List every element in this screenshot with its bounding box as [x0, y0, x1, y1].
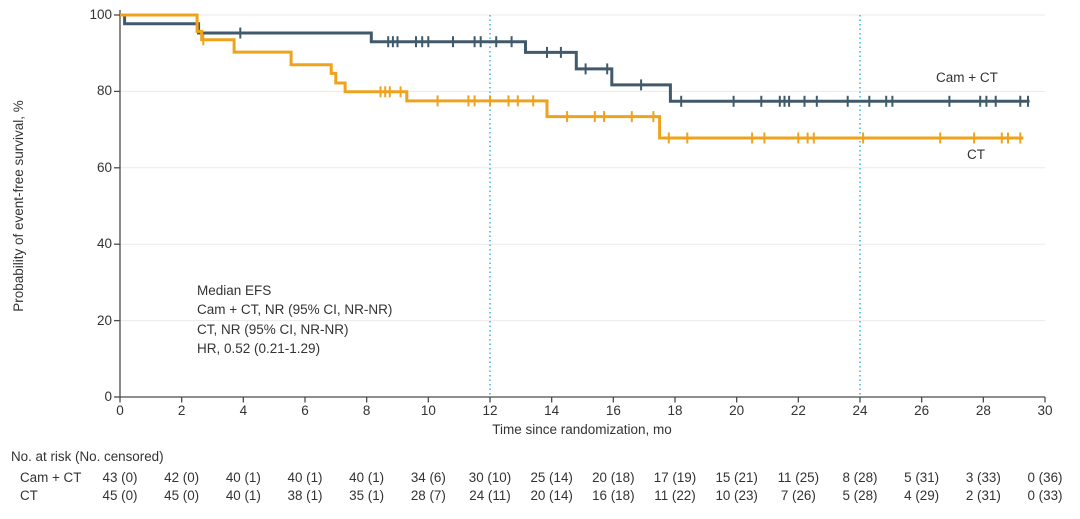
risk-value: 2 (31): [965, 488, 1001, 503]
x-tick-label: 14: [544, 403, 560, 418]
x-tick-label: 4: [239, 403, 248, 418]
x-tick-label: 16: [605, 403, 621, 418]
annotation-line-camct: Cam + CT, NR (95% CI, NR-NR): [197, 302, 393, 318]
risk-value: 4 (29): [904, 488, 940, 503]
risk-value: 16 (18): [592, 488, 635, 503]
risk-value: 15 (21): [715, 470, 758, 485]
risk-value: 11 (25): [777, 470, 820, 485]
x-tick-label: 24: [852, 403, 868, 418]
x-tick-label: 20: [729, 403, 745, 418]
risk-value: 38 (1): [287, 488, 323, 503]
annotation-line-median-efs: Median EFS: [197, 283, 272, 298]
y-tick-label: 0: [104, 389, 112, 404]
risk-value: 40 (1): [225, 488, 261, 503]
annotation-line-ct: CT, NR (95% CI, NR-NR): [197, 321, 349, 337]
x-tick-label: 8: [362, 403, 371, 418]
risk-value: 11 (22): [654, 488, 696, 503]
x-tick-label: 22: [790, 403, 806, 418]
risk-value: 5 (28): [842, 488, 878, 503]
x-tick-label: 10: [420, 403, 436, 418]
risk-value: 0 (33): [1027, 488, 1063, 503]
x-axis-label: Time since randomization, mo: [492, 422, 672, 437]
risk-value: 7 (26): [780, 488, 816, 503]
risk-table-header: No. at risk (No. censored): [11, 449, 164, 464]
y-tick-label: 60: [96, 159, 112, 175]
y-tick-label: 40: [96, 236, 112, 252]
x-tick-label: 28: [975, 403, 991, 418]
risk-value: 3 (33): [965, 470, 1001, 485]
x-tick-label: 12: [482, 403, 498, 418]
y-axis-label: Probability of event-free survival, %: [11, 100, 26, 312]
risk-value: 40 (1): [287, 470, 323, 485]
risk-value: 20 (18): [592, 470, 635, 485]
x-tick-label: 0: [116, 403, 124, 418]
risk-value: 34 (6): [410, 470, 446, 485]
x-tick-label: 2: [177, 403, 186, 418]
risk-value: 10 (23): [715, 488, 758, 503]
x-tick-label: 26: [914, 403, 930, 418]
x-tick-label: 18: [667, 403, 683, 418]
risk-value: 17 (19): [653, 470, 697, 485]
risk-row-label-cam-ct: Cam + CT: [20, 470, 82, 485]
y-tick-label: 80: [96, 83, 112, 99]
risk-value: 43 (0): [102, 470, 138, 485]
risk-row-label-ct: CT: [20, 488, 38, 503]
risk-value: 35 (1): [349, 488, 385, 503]
risk-value: 25 (14): [530, 470, 573, 485]
x-tick-label: 6: [301, 403, 309, 418]
risk-value: 40 (1): [349, 470, 385, 485]
risk-value: 28 (7): [410, 488, 446, 503]
risk-value: 8 (28): [842, 470, 878, 485]
risk-value: 5 (31): [904, 470, 940, 485]
y-tick-label: 20: [96, 312, 112, 328]
series-label-cam-ct: Cam + CT: [936, 70, 998, 85]
risk-value: 20 (14): [530, 488, 573, 503]
risk-value: 45 (0): [164, 488, 200, 503]
median-efs-annotation: Median EFS Cam + CT, NR (95% CI, NR-NR) …: [197, 281, 392, 359]
x-tick-label: 30: [1037, 403, 1053, 418]
risk-value: 45 (0): [102, 488, 138, 503]
series-label-ct: CT: [967, 147, 985, 162]
risk-value: 0 (36): [1027, 470, 1063, 485]
risk-value: 24 (11): [469, 488, 511, 503]
risk-value: 30 (10): [468, 470, 512, 485]
y-tick-label: 100: [89, 7, 112, 22]
annotation-line-hr: HR, 0.52 (0.21-1.29): [197, 341, 321, 357]
risk-value: 40 (1): [225, 470, 261, 485]
risk-value: 42 (0): [164, 470, 200, 485]
